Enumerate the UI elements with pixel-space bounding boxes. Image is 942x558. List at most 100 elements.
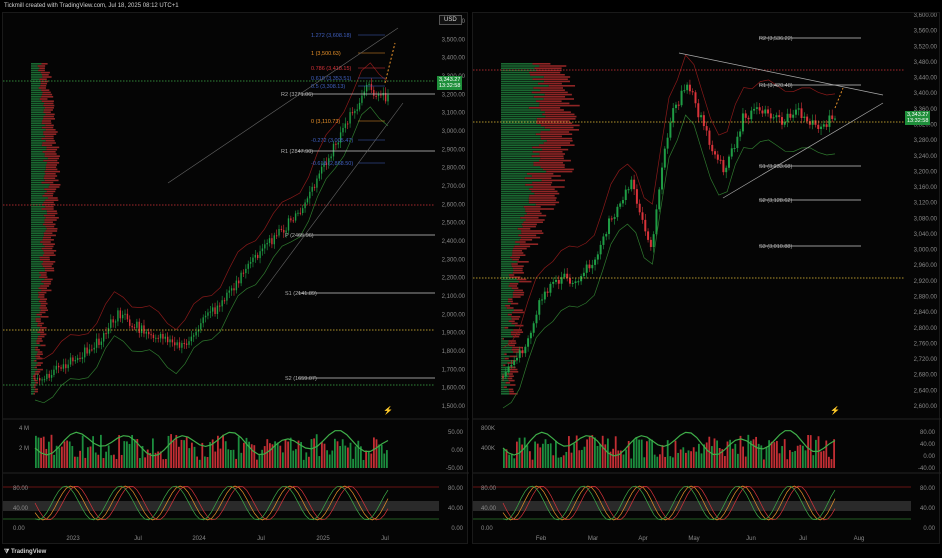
left-candle-body [209,311,212,313]
right-volume-profile-bar [501,280,520,283]
left-volume-profile-bar [31,192,45,195]
left-volume-bar [378,444,380,468]
left-stoch-tick-right: 0.00 [451,526,463,532]
left-volume-bar [113,454,115,468]
left-chart-panel[interactable]: 3,600.003,500.003,400.003,300.003,200.00… [2,12,469,545]
currency-button[interactable]: USD [439,15,462,25]
left-volume-profile-bar [39,258,50,261]
left-volume-profile-bar [44,221,53,223]
left-volume-profile-bar [45,113,55,116]
left-volume-profile-bar [31,118,44,120]
left-volume-profile-bar [31,93,43,96]
right-candle-body [563,273,566,278]
left-volume-bar [167,435,170,468]
right-volume-profile-bar [521,223,537,226]
right-volume-profile-bar [501,355,510,358]
left-volume-profile-bar [47,212,58,215]
left-candle-body [249,261,252,264]
right-candle-body [524,346,527,354]
left-volume-profile-bar [45,168,58,171]
left-volume-profile-bar [46,148,58,151]
left-price-tick: 3,500.00 [442,37,466,43]
left-volume-bar [133,439,136,468]
left-volume-profile-bar [31,179,45,182]
right-volume-profile-bar [504,353,507,355]
left-candle-body [328,158,330,166]
right-volume-profile-bar [504,357,509,360]
left-volume-bar [157,451,159,468]
left-volume-profile-bar [31,212,48,215]
right-volume-bar [744,456,747,468]
right-volume-profile-bar [508,285,518,287]
left-volume-bar [149,452,152,468]
right-volume-profile-bar [501,74,531,76]
right-volume-bar [718,447,721,468]
right-volume-bar [781,446,783,468]
right-volume-profile-bar [501,85,549,87]
right-candle-body [800,108,803,118]
right-volume-profile-bar [539,153,565,155]
right-time-tick: May [688,536,699,542]
left-volume-profile-bar [46,210,57,212]
right-volume-bar [664,456,666,468]
right-volume-profile-bar [501,241,516,243]
right-price-tick: 3,440.00 [914,76,938,82]
right-volume-profile-bar [512,291,525,294]
right-volume-profile-bar [503,364,506,366]
left-chart-canvas[interactable]: 3,600.003,500.003,400.003,300.003,200.00… [3,13,469,545]
left-candle-body [50,375,53,378]
left-volume-profile-bar [31,199,46,201]
left-volume-bar [183,440,185,468]
right-volume-profile-bar [501,133,536,135]
right-price-tick: 2,600.00 [914,404,938,410]
left-volume-bar [131,435,133,468]
left-candle-body [81,357,84,359]
right-events-flag-icon[interactable]: ⚡ [830,406,840,415]
left-volume-bar [110,455,113,468]
right-volume-profile-bar [512,254,526,256]
right-volume-profile-bar [501,76,544,78]
left-candle-body [72,357,74,362]
right-volume-profile-bar [507,377,513,380]
right-volume-profile-bar [532,181,553,184]
right-volume-profile-bar [501,379,509,382]
left-volume-profile-bar [31,82,41,85]
right-volume-profile-bar [501,203,536,206]
left-volume-bar [305,452,308,468]
right-candle-body [811,120,814,125]
left-volume-profile-bar [31,243,43,245]
left-events-flag-icon[interactable]: ⚡ [383,406,393,415]
tradingview-logo[interactable]: ⧩ TradingView [4,549,46,556]
right-chart-panel[interactable]: 3,600.00 3,560.00 3,520.00 3,480.00 3,440.00… [472,12,941,545]
right-volume-profile-bar [501,393,510,395]
right-volume-bar [542,443,544,468]
left-candle-body [384,92,387,102]
left-volume-bar [115,459,118,468]
left-time-tick: Jul [134,536,142,542]
right-volume-profile-bar [533,186,565,188]
right-volume-profile-bar [539,144,575,146]
left-candle-body [171,339,174,343]
right-volume-profile-bar [501,157,541,160]
right-candle-body [792,114,795,118]
left-volume-bar [152,438,154,468]
right-volume-bar [796,445,799,468]
right-candle-body [641,212,644,220]
left-volume-bar [136,438,139,468]
left-volume-profile-bar [31,362,38,364]
left-candle-body [188,341,190,345]
right-volume-profile-bar [501,291,513,294]
right-volume-profile-bar [513,269,523,272]
left-volume-profile-bar [31,322,38,325]
right-chart-canvas[interactable]: 3,600.00 3,560.00 3,520.00 3,480.00 3,440.00… [473,13,941,545]
right-candle-body [613,217,616,219]
right-volume-profile-bar [501,236,521,239]
right-candle-body [513,360,516,365]
right-volume-profile-bar [525,219,545,221]
left-volume-bar [217,435,219,468]
left-volume-profile-bar [44,170,61,173]
left-candle-body [380,94,382,96]
left-volume-profile-bar [31,74,42,76]
left-volume-profile-bar [31,151,43,153]
left-volume-profile-bar [31,307,40,309]
